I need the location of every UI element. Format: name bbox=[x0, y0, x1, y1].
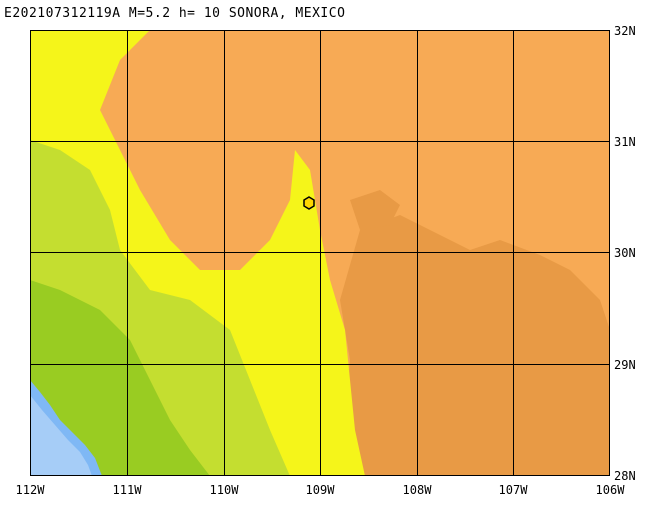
lat-label: 29N bbox=[614, 358, 636, 372]
lat-label: 32N bbox=[614, 24, 636, 38]
lat-label: 28N bbox=[614, 469, 636, 483]
lon-label: 108W bbox=[403, 483, 433, 497]
ocean-shallow bbox=[30, 395, 92, 476]
terrain-dark-orange bbox=[340, 215, 610, 476]
lon-label: 111W bbox=[113, 483, 143, 497]
terrain-dark-orange-2 bbox=[350, 190, 400, 230]
lon-label: 109W bbox=[306, 483, 336, 497]
lon-label: 107W bbox=[499, 483, 529, 497]
terrain-low-green bbox=[30, 280, 210, 476]
lat-label: 30N bbox=[614, 246, 636, 260]
lon-label: 110W bbox=[210, 483, 240, 497]
lat-label: 31N bbox=[614, 135, 636, 149]
longitude-labels: 112W 111W 110W 109W 108W 107W 106W bbox=[16, 483, 626, 497]
epicenter-marker bbox=[303, 196, 315, 210]
map-title: E202107312119A M=5.2 h= 10 SONORA, MEXIC… bbox=[4, 6, 346, 21]
lon-label: 112W bbox=[16, 483, 46, 497]
graticule bbox=[30, 30, 610, 476]
lon-label: 106W bbox=[596, 483, 626, 497]
latitude-labels: 32N 31N 30N 29N 28N bbox=[614, 24, 636, 483]
